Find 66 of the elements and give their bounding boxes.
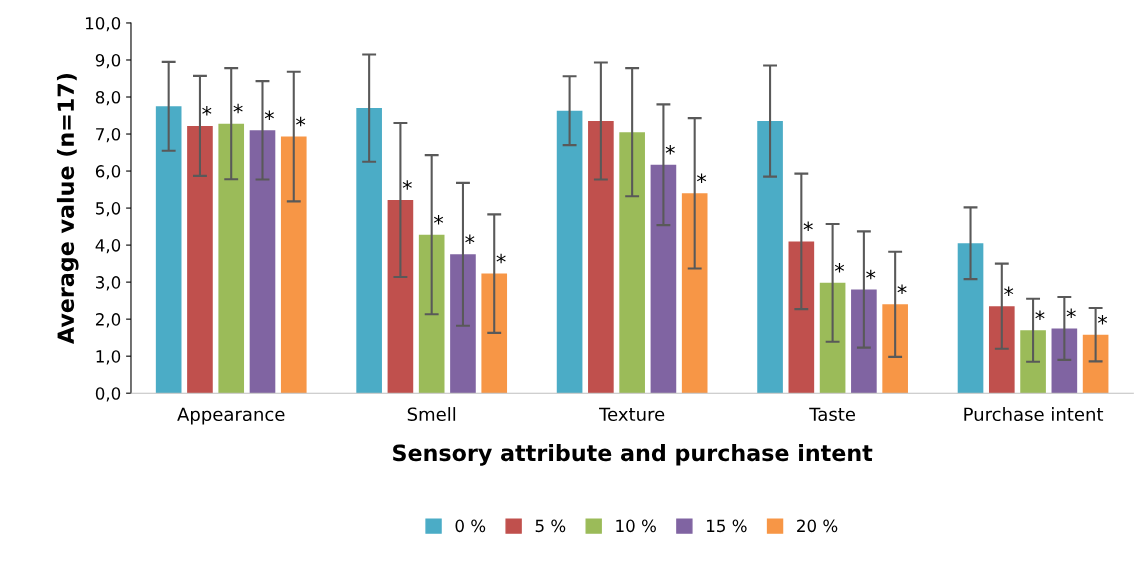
y-tick-label: 6,0 — [95, 165, 121, 180]
legend-label: 5 % — [535, 519, 566, 533]
bar — [556, 110, 583, 394]
bar — [187, 125, 213, 394]
bar — [356, 108, 382, 394]
legend-label: 20 % — [797, 519, 838, 533]
data-label: * — [1066, 308, 1076, 319]
legend-label: 0 % — [455, 519, 486, 533]
x-tick-label: Purchase intent — [964, 407, 1104, 422]
legend-label: 10 % — [616, 519, 656, 533]
bar — [788, 241, 815, 394]
y-tick-label: 9,0 — [95, 53, 121, 69]
data-label: * — [264, 110, 274, 121]
data-label: * — [696, 173, 707, 183]
bar — [588, 121, 614, 394]
x-tick-label: Texture — [599, 407, 665, 422]
data-label: * — [202, 106, 212, 116]
x-tick-label: Appearance — [177, 407, 285, 425]
data-label: * — [897, 284, 907, 295]
data-label: * — [834, 263, 845, 273]
data-label: * — [803, 221, 813, 232]
data-label: * — [866, 269, 876, 280]
data-label: * — [296, 116, 306, 127]
bar — [1051, 328, 1078, 394]
bar — [819, 282, 846, 394]
bar — [280, 136, 307, 394]
data-label: * — [1035, 310, 1045, 320]
y-tick-label: 0,0 — [95, 387, 121, 402]
x-tick-label: Taste — [809, 407, 855, 422]
bar — [650, 164, 677, 394]
bar — [988, 306, 1015, 394]
y-tick-label: 3,0 — [96, 276, 121, 291]
bar — [757, 121, 783, 394]
y-tick-label: 2,0 — [95, 313, 121, 328]
bar — [387, 199, 414, 394]
bar — [418, 234, 445, 394]
bar — [450, 254, 476, 394]
y-tick-label: 10,0 — [85, 16, 121, 32]
data-label: * — [465, 234, 475, 245]
data-label: * — [665, 144, 675, 155]
x-tick-label: Smell — [407, 407, 456, 422]
data-label: * — [433, 214, 444, 225]
y-tick-label: 8,0 — [95, 90, 121, 106]
legend-label: 15 % — [707, 519, 747, 533]
bar — [481, 273, 508, 394]
x-axis-title: Sensory attribute and purchase intent — [393, 444, 873, 466]
bar — [155, 106, 182, 394]
data-label: * — [402, 180, 412, 190]
bar — [619, 132, 645, 394]
data-label: * — [496, 253, 506, 264]
y-tick-label: 1,0 — [96, 350, 121, 365]
data-label: * — [1097, 314, 1108, 325]
bar — [957, 243, 984, 394]
bar — [882, 304, 908, 394]
bar — [218, 123, 245, 394]
y-tick-label: 5,0 — [96, 202, 121, 217]
bar — [851, 289, 877, 394]
y-axis-title: Average value (n=17) — [56, 73, 79, 344]
y-tick-label: 7,0 — [96, 127, 121, 143]
bar — [1082, 334, 1109, 394]
data-label: * — [233, 103, 243, 114]
bar — [681, 193, 708, 394]
bar — [249, 130, 276, 394]
data-label: * — [1004, 286, 1014, 296]
bar — [1020, 330, 1046, 394]
y-tick-label: 4,0 — [95, 239, 121, 254]
